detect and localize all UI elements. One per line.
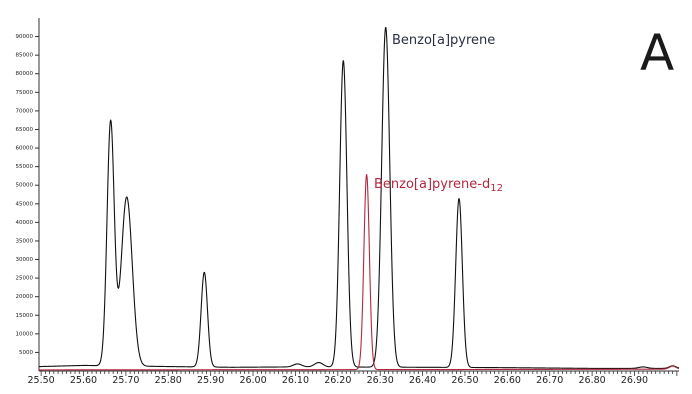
- y-tick-label: 65000: [16, 127, 34, 133]
- y-tick-label: 60000: [16, 146, 34, 152]
- x-tick-label: 26.00: [239, 375, 266, 386]
- y-tick-label: 10000: [16, 331, 34, 337]
- y-tick-label: 75000: [16, 90, 34, 96]
- y-tick-label: 25000: [16, 276, 34, 282]
- y-tick-label: 15000: [16, 313, 34, 319]
- series-line-benzo-a-pyrene: [38, 26, 680, 369]
- y-tick-label: 50000: [16, 183, 34, 189]
- x-tick-label: 25.60: [70, 375, 97, 386]
- x-tick-label: 26.50: [451, 375, 478, 386]
- series-label-subscript: 12: [490, 183, 503, 194]
- series-label-benzo-a-pyrene: Benzo[a]pyrene: [392, 33, 496, 48]
- series-label-benzo-a-pyrene-d12: Benzo[a]pyrene-d12: [374, 177, 503, 194]
- y-tick-label: 80000: [16, 71, 34, 77]
- x-tick-label: 25.70: [112, 375, 139, 386]
- x-tick-label: 26.80: [579, 375, 606, 386]
- x-tick-label: 26.10: [282, 375, 309, 386]
- x-tick-label: 26.40: [409, 375, 436, 386]
- series-line-benzo-a-pyrene-d12: [38, 174, 680, 371]
- x-tick-label: 26.30: [367, 375, 394, 386]
- y-tick-label: 30000: [16, 257, 34, 263]
- y-tick-label: 85000: [16, 53, 34, 59]
- x-tick-label: 25.50: [28, 375, 55, 386]
- y-tick-label: 55000: [16, 164, 34, 170]
- x-tick-label: 25.90: [197, 375, 224, 386]
- x-tick-label: 26.70: [536, 375, 563, 386]
- y-tick-label: 35000: [16, 238, 34, 244]
- x-tick-label: 26.90: [621, 375, 648, 386]
- y-tick-label: 70000: [16, 108, 34, 114]
- panel-label: A: [640, 24, 675, 82]
- y-tick-label: 40000: [16, 220, 34, 226]
- x-tick-label: 25.80: [155, 375, 182, 386]
- x-tick-label: 26.60: [494, 375, 521, 386]
- y-tick-label: 90000: [16, 34, 34, 40]
- y-tick-label: 20000: [16, 294, 34, 300]
- y-tick-label: 45000: [16, 201, 34, 207]
- x-tick-label: 26.20: [324, 375, 351, 386]
- y-tick-label: 5000: [19, 350, 33, 356]
- series-label-benzo-a-pyrene-d12-text: Benzo[a]pyrene-d: [374, 177, 491, 192]
